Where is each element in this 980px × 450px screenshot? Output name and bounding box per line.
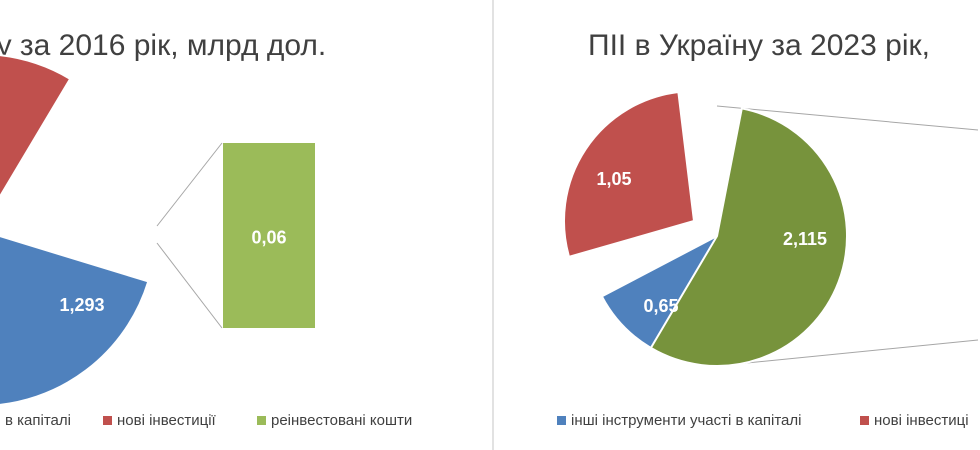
chart-2016-connector-top xyxy=(156,142,223,227)
chart-2016-data-labels: 1,293 xyxy=(59,295,104,315)
chart-2016-breakout-bar xyxy=(223,143,315,328)
chart-2016-legend-swatch-2 xyxy=(257,416,266,425)
chart-2023-breakout-connectors xyxy=(716,105,979,367)
chart-2023: ПІІ в Україну за 2023 рік, 0,65 1,05 2,115… xyxy=(557,29,979,429)
chart-2016-data-label-0: 1,293 xyxy=(59,295,104,315)
chart-2023-connector-bottom xyxy=(716,339,979,367)
chart-2023-legend-label-1: нові інвестиці xyxy=(874,412,969,429)
chart-2023-legend-swatch-1 xyxy=(860,416,869,425)
chart-2023-data-label-1: 1,05 xyxy=(596,169,631,189)
chart-2023-legend-label-0: інші інструменти участі в капіталі xyxy=(571,412,801,429)
chart-2016-title: нy за 2016 рік, млрд дол. xyxy=(0,29,326,62)
chart-2016-legend-label-1: нові інвестиції xyxy=(117,412,217,429)
chart-2016-legend-swatch-1 xyxy=(103,416,112,425)
chart-2016-breakout-label: 0,06 xyxy=(251,227,286,247)
chart-2016-legend-label-2: реінвестовані кошти xyxy=(271,412,412,429)
chart-2023-title: ПІІ в Україну за 2023 рік, xyxy=(588,29,930,62)
chart-2023-connector-top xyxy=(716,105,979,131)
chart-2016-connector-bottom xyxy=(156,242,223,329)
chart-2016-legend: в капіталі нові інвестиції реінвестовані к… xyxy=(5,412,412,429)
chart-2016: нy за 2016 рік, млрд дол. 0,06 1,293 в к… xyxy=(0,29,412,429)
chart-2023-slices xyxy=(563,90,848,367)
chart-2016-slice-0 xyxy=(0,235,150,406)
chart-2023-data-label-2: 2,115 xyxy=(783,229,827,249)
chart-2016-breakout-connectors xyxy=(156,142,223,329)
chart-2023-data-label-0: 0,65 xyxy=(643,296,678,316)
chart-2023-slice-1 xyxy=(563,90,696,259)
chart-2023-slice-2 xyxy=(649,107,848,367)
chart-2023-legend-swatch-0 xyxy=(557,416,566,425)
chart-2016-slices xyxy=(0,54,150,406)
chart-2016-slice-1 xyxy=(0,54,72,199)
chart-2023-data-labels: 0,65 1,05 2,115 xyxy=(596,169,827,316)
chart-2023-legend: інші інструменти участі в капіталі нові і… xyxy=(557,412,969,429)
chart-2016-legend-label-0: в капіталі xyxy=(5,412,71,429)
